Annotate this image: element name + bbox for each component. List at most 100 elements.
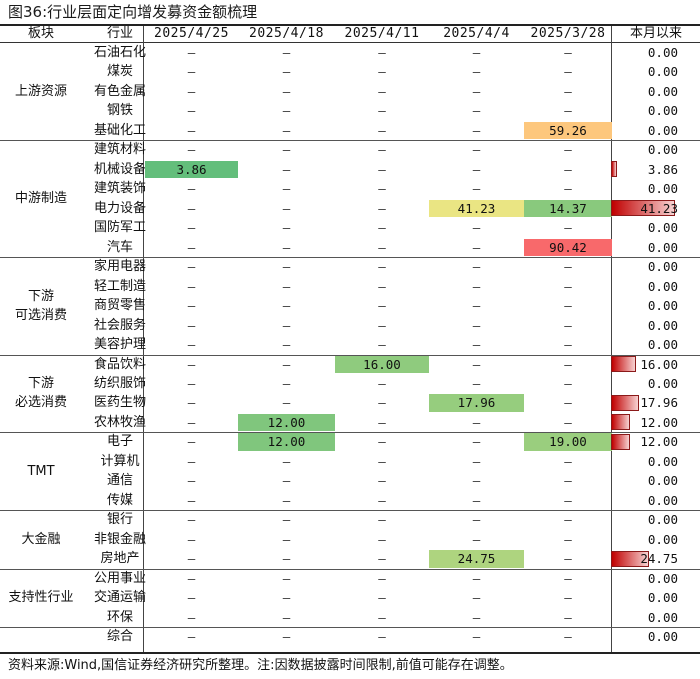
empty-cell: – [564,570,572,586]
month-value: 0.00 [647,337,678,353]
empty-cell: – [472,259,481,275]
industry-label: 国防军工 [93,220,146,236]
industry-label: 环保 [106,609,133,625]
group-divider [0,627,700,629]
empty-cell: – [282,453,291,469]
empty-cell: – [187,375,196,391]
empty-cell: – [282,512,291,528]
empty-cell: – [187,337,196,353]
industry-label: 公用事业 [93,570,146,586]
industry-label: 食品饮料 [93,356,146,372]
empty-cell: – [472,83,481,99]
month-value: 17.96 [640,395,678,411]
empty-cell: – [378,278,386,294]
empty-cell: – [187,181,196,197]
figure-title: 图36:行业层面定向增发募资金额梳理 [8,3,258,21]
value-cell: 12.00 [238,413,335,432]
industry-label: 汽车 [106,239,133,255]
industry-label: 社会服务 [93,317,146,333]
empty-cell: – [564,45,572,60]
empty-cell: – [472,434,481,450]
empty-cell: – [187,629,196,645]
empty-cell: – [187,317,196,333]
empty-cell: – [282,356,291,372]
empty-cell: – [472,122,481,138]
empty-cell: – [187,453,196,469]
sector-label: TMT [27,463,55,479]
empty-cell: – [282,200,291,216]
empty-cell: – [187,298,196,314]
empty-cell: – [378,473,386,489]
column-divider-month [611,26,612,652]
empty-cell: – [564,259,572,275]
empty-cell: – [282,473,291,489]
header-date-5: 2025/3/28 [530,26,606,41]
empty-cell: – [564,161,572,177]
empty-cell: – [282,45,291,60]
empty-cell: – [472,453,481,469]
month-value: 0.00 [647,453,678,469]
value-cell: 14.37 [524,199,612,218]
month-data-bar [611,394,639,411]
empty-cell: – [282,551,291,567]
empty-cell: – [187,395,196,411]
industry-label: 轻工制造 [93,278,146,294]
industry-label: 建筑材料 [93,142,146,158]
industry-label: 商贸零售 [93,298,146,314]
month-value: 0.00 [647,142,678,158]
empty-cell: – [187,531,196,547]
empty-cell: – [378,45,386,60]
empty-cell: – [472,45,481,60]
empty-cell: – [564,298,572,314]
group-divider [0,432,700,434]
empty-cell: – [564,83,572,99]
empty-cell: – [378,395,386,411]
month-value: 41.23 [640,200,678,216]
empty-cell: – [472,317,481,333]
empty-cell: – [472,590,481,606]
empty-cell: – [187,434,196,450]
group-divider [0,568,700,570]
empty-cell: – [282,590,291,606]
sector-label: 中游制造 [14,191,67,207]
empty-cell: – [472,220,481,236]
empty-cell: – [378,551,386,567]
empty-cell: – [187,590,196,606]
empty-cell: – [378,83,386,99]
empty-cell: – [564,512,572,528]
month-value: 0.00 [647,375,678,391]
empty-cell: – [187,414,196,430]
empty-cell: – [378,161,386,177]
empty-cell: – [187,220,196,236]
empty-cell: – [564,531,572,547]
empty-cell: – [564,356,572,372]
empty-cell: – [187,609,196,625]
month-data-bar [611,356,636,373]
empty-cell: – [187,83,196,99]
value-cell: 41.23 [429,199,524,218]
industry-label: 钢铁 [106,103,133,119]
empty-cell: – [187,551,196,567]
table-bottom-border [0,652,700,654]
industry-label: 农林牧渔 [93,414,146,430]
empty-cell: – [564,181,572,197]
empty-cell: – [378,512,386,528]
empty-cell: – [282,395,291,411]
empty-cell: – [472,337,481,353]
empty-cell: – [378,122,386,138]
empty-cell: – [187,356,196,372]
empty-cell: – [187,473,196,489]
empty-cell: – [564,142,572,158]
month-data-bar [611,161,617,178]
value-cell: 24.75 [429,550,524,568]
empty-cell: – [564,414,572,430]
empty-cell: – [564,473,572,489]
value-cell: 16.00 [335,355,429,373]
industry-label: 有色金属 [93,83,146,99]
empty-cell: – [282,375,291,391]
empty-cell: – [378,103,386,119]
header-date-1: 2025/4/25 [154,26,229,41]
empty-cell: – [472,473,481,489]
month-value: 0.00 [647,220,678,236]
empty-cell: – [187,239,196,255]
